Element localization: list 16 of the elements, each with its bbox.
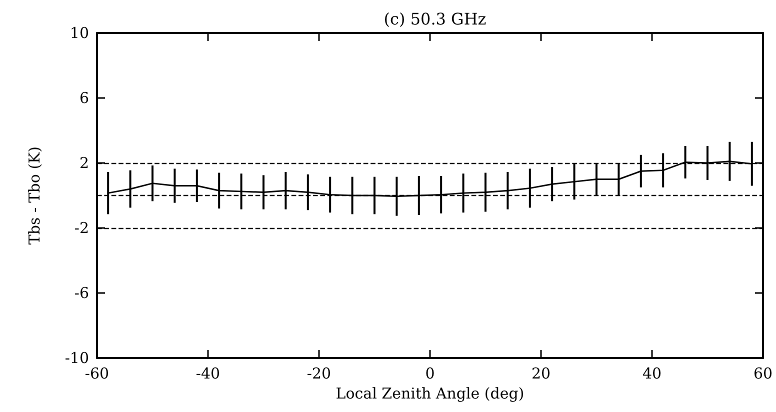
x-tick-label: 0 (425, 364, 435, 382)
x-tick-label: 60 (753, 364, 773, 382)
y-tick-label: 10 (70, 24, 89, 42)
y-tick-label: 2 (79, 154, 89, 172)
x-tick-label: -20 (306, 364, 332, 382)
x-tick-label: -40 (196, 364, 220, 382)
x-axis-title: Local Zenith Angle (deg) (336, 384, 524, 402)
chart-title: (c) 50.3 GHz (384, 10, 486, 28)
y-tick-label: 6 (79, 89, 89, 107)
y-tick-label: -2 (74, 219, 89, 237)
y-tick-label: -6 (74, 284, 89, 302)
x-tick-label: -60 (84, 364, 110, 382)
x-tick-label: 20 (531, 364, 551, 382)
x-tick-label: 40 (642, 364, 662, 382)
y-tick-label: -10 (64, 349, 89, 367)
y-axis-title: Tbs - Tbo (K) (26, 146, 44, 245)
